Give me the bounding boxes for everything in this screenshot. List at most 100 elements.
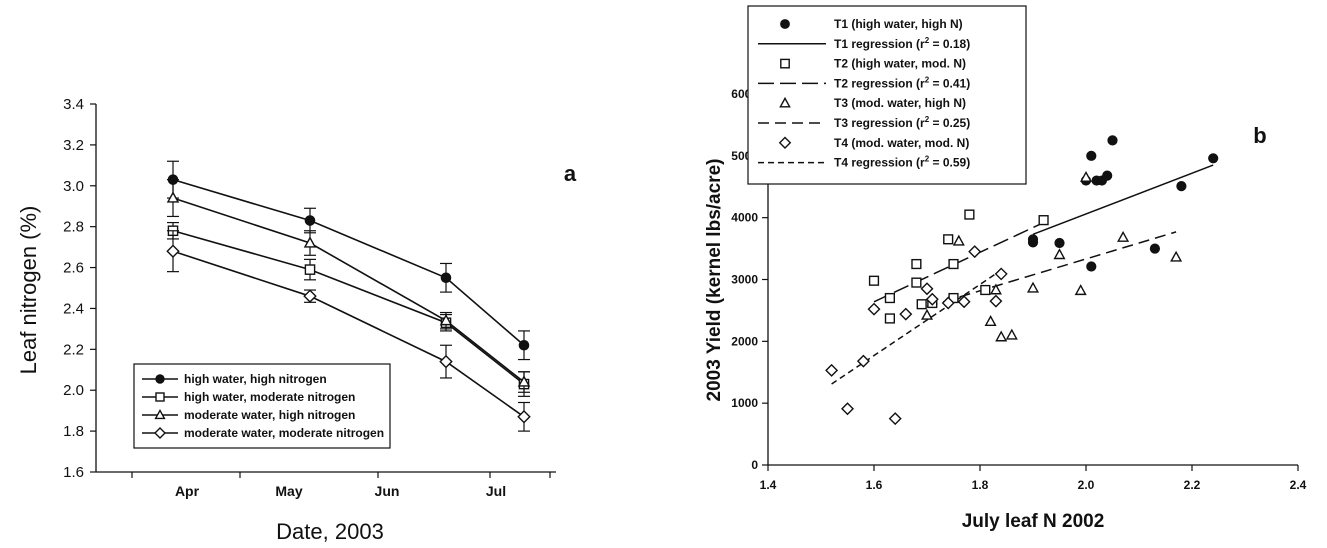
panel-a-y-tick-label: 2.8: [63, 219, 84, 236]
panel-a-y-tick-label: 1.8: [63, 423, 84, 440]
panel-a-legend-box: [133, 363, 391, 449]
panel-a-legend-marker: [155, 374, 165, 384]
panel-a-data-point: [517, 410, 531, 424]
panel-b-data-point: [989, 294, 1003, 308]
panel-b-legend-marker: [779, 96, 791, 108]
panel-a-data-point: [303, 289, 317, 303]
panel-a-y-tick-label: 3.4: [63, 96, 84, 113]
panel-b-data-point: [1053, 248, 1066, 260]
panel-b-data-point: [994, 267, 1008, 281]
panel-b-legend: T1 (high water, high N)T1 regression (r2…: [747, 5, 1027, 185]
panel-b-letter: b: [1253, 123, 1266, 148]
panel-a-data-point: [439, 313, 453, 326]
panel-a-series-2: [166, 179, 531, 393]
panel-b-legend-label: T4 (mod. water, mod. N): [834, 136, 969, 150]
panel-b-data-point: [968, 245, 982, 259]
panel-b-regression-line-3: [926, 231, 1177, 308]
panel-b-y-tick-label: 1000: [731, 396, 758, 410]
panel-b-data-point: [825, 363, 839, 377]
panel-b-legend-marker: [778, 136, 792, 150]
panel-b-data-point: [995, 330, 1008, 342]
panel-b-data-point: [1176, 181, 1187, 192]
regression-label-text: T3 regression (r: [834, 116, 925, 130]
panel-b-regression-lines: [831, 164, 1214, 385]
panel-a-x-tick-label: May: [275, 483, 302, 499]
panel-a-y-axis-label: Leaf nitrogen (%): [16, 206, 41, 375]
panel-a-series: [166, 160, 531, 432]
regression-label-superscript: 2: [925, 36, 930, 45]
panel-a-y-tick-label: 3.2: [63, 137, 84, 154]
panel-b-data-point: [884, 292, 896, 304]
panel-b-data-point: [841, 402, 854, 416]
panel-b-data-point: [856, 354, 870, 368]
panel-b-data-point: [1107, 135, 1118, 146]
panel-b-series-2: [868, 209, 1049, 324]
panel-b-data-point: [948, 258, 959, 270]
panel-b-data-point: [1102, 170, 1113, 181]
panel-b-data-point: [941, 296, 955, 310]
panel-a-line-chart: 1.6 1.8 2.0 2.2 2.4 2.6 2.8 3.0 3.2 3.4 Apr May Jun J…: [16, 96, 577, 544]
panel-b-legend-label: T2 (high water, mod. N): [834, 57, 966, 71]
panel-b-x-tick-label: 1.8: [972, 478, 989, 492]
panel-b-regression-line-1: [1032, 164, 1214, 236]
panel-b-data-point: [1208, 153, 1219, 164]
regression-label-text: T2 regression (r: [834, 76, 925, 90]
panel-b-data-point: [964, 209, 975, 220]
panel-b-data-point: [957, 295, 971, 309]
panel-b-legend-regression-label: T4 regression (r2 = 0.59): [834, 155, 970, 170]
regression-label-text: T1 regression (r: [834, 37, 925, 51]
panel-b-data-point: [867, 302, 881, 316]
panel-a-data-point: [304, 215, 316, 226]
panel-a-legend-label: high water, high nitrogen: [184, 372, 327, 386]
panel-b-data-point: [952, 234, 965, 246]
regression-label-text: T4 regression (r: [834, 156, 925, 170]
panel-a-series-line: [172, 250, 525, 418]
panel-b-data-point: [899, 307, 913, 321]
panel-a-letter: a: [564, 161, 577, 186]
panel-a-legend-label: moderate water, moderate nitrogen: [184, 426, 384, 440]
panel-b-data-point: [989, 283, 1002, 295]
panel-b-legend-marker: [780, 58, 790, 69]
panel-b-data-point: [916, 299, 927, 310]
panel-b-legend-regression-label: T1 regression (r2 = 0.18): [834, 36, 970, 51]
panel-b-x-tick-label: 1.4: [760, 478, 777, 492]
panel-a-series-0: [167, 160, 530, 361]
panel-a-axes: [90, 103, 556, 478]
panel-a-data-point: [304, 264, 316, 275]
panel-a-x-tick-label: Jul: [486, 483, 506, 499]
panel-b-data-point: [911, 258, 922, 270]
panel-b-data-point: [1086, 261, 1097, 272]
panel-a-x-tick-label: Jun: [375, 483, 400, 499]
panel-b-y-axis-label: 2003 Yield (kernel lbs/acre): [704, 159, 725, 402]
panel-a-x-axis-label: Date, 2003: [276, 519, 384, 544]
panel-b-data-point: [1149, 243, 1161, 254]
regression-label-superscript: 2: [925, 155, 930, 164]
panel-b-data-point: [1170, 250, 1183, 262]
panel-a-data-point: [440, 272, 452, 284]
panel-b-series-3: [920, 170, 1183, 342]
panel-b-x-tick-label: 2.4: [1290, 478, 1307, 492]
panel-b-data-point: [1079, 170, 1093, 182]
panel-b-x-tick-label: 2.2: [1184, 478, 1201, 492]
panel-b-legend-marker: [780, 19, 790, 29]
panel-b-data-point: [1026, 281, 1040, 293]
panel-b-data-point: [1117, 230, 1130, 242]
panel-a-y-tick-label: 3.0: [63, 178, 84, 195]
regression-label-value: = 0.41): [929, 76, 970, 90]
panel-a-legend-marker: [155, 392, 165, 402]
panel-b-data-point: [980, 284, 991, 296]
panel-a-data-point: [166, 244, 180, 258]
panel-b-data-point: [868, 275, 880, 286]
panel-b-legend-box: [747, 5, 1027, 185]
panel-a-legend-marker: [154, 408, 166, 420]
panel-b-points: [825, 135, 1219, 426]
panel-a-series-line: [172, 178, 525, 346]
regression-label-value: = 0.59): [929, 156, 970, 170]
panel-a-series-line: [172, 197, 525, 383]
panel-b-data-point: [920, 282, 934, 296]
regression-label-superscript: 2: [925, 75, 930, 84]
panel-b-data-point: [925, 292, 939, 306]
panel-a-legend-label: moderate water, high nitrogen: [184, 408, 355, 422]
regression-label-superscript: 2: [925, 115, 930, 124]
